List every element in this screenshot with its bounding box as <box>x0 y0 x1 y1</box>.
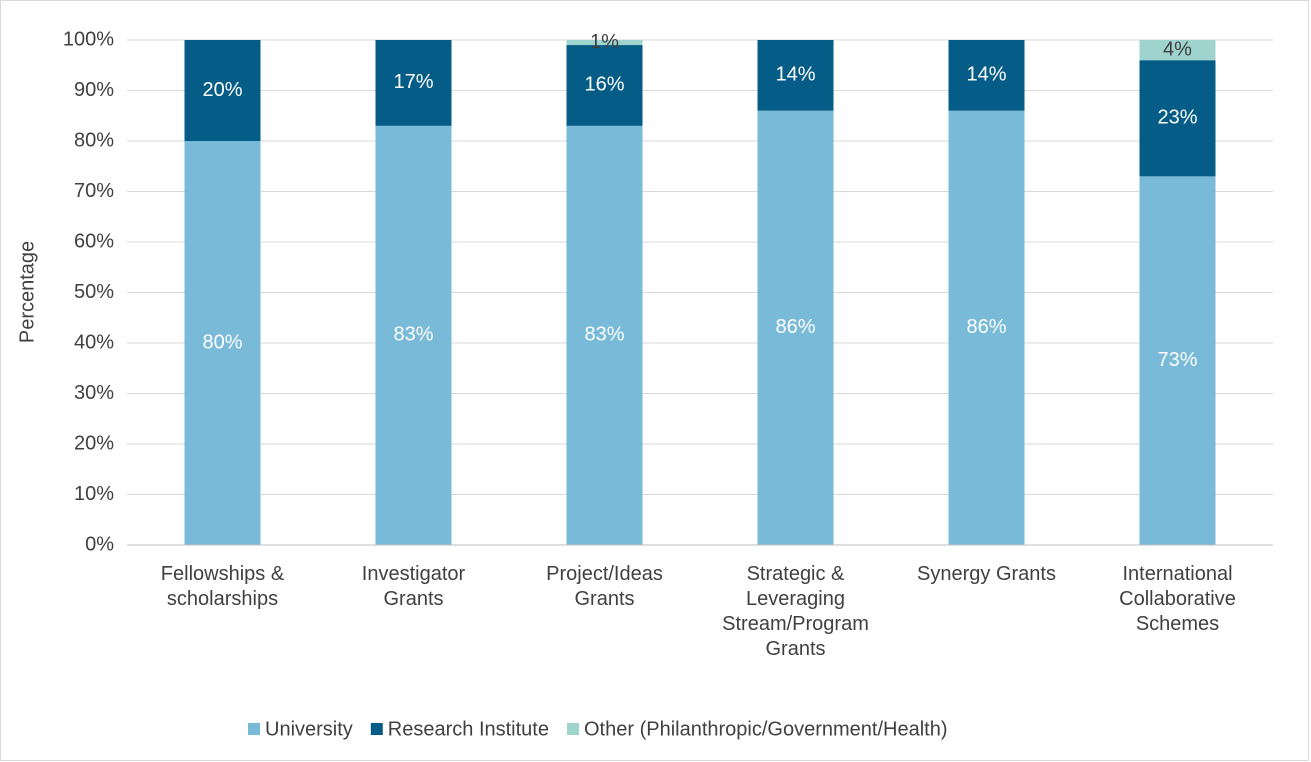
y-tick-label: 0% <box>85 533 114 555</box>
data-label: 17% <box>393 71 433 93</box>
bar-segment <box>566 45 643 126</box>
y-tick-label: 10% <box>74 483 114 505</box>
legend-label: Other (Philanthropic/Government/Health) <box>584 718 948 740</box>
data-label: 20% <box>202 79 242 101</box>
y-tick-label: 70% <box>74 180 114 202</box>
bar-segment <box>1139 176 1216 545</box>
y-tick-label: 30% <box>74 382 114 404</box>
y-tick-label: 100% <box>63 28 114 50</box>
data-label: 1% <box>590 31 619 53</box>
bar-segment <box>375 125 452 545</box>
y-axis-label: Percentage <box>16 241 38 343</box>
data-label: 16% <box>584 74 624 96</box>
x-tick-label: Strategic & Leveraging Stream/Program Grant… <box>722 563 869 660</box>
data-label: 73% <box>1157 349 1197 371</box>
bar-segment <box>1139 40 1216 61</box>
x-tick-label: International Collaborative Schemes <box>1119 563 1236 635</box>
bar-segment <box>948 40 1025 111</box>
data-label: 14% <box>775 64 815 86</box>
bar-segment <box>566 125 643 545</box>
y-tick-label: 40% <box>74 331 114 353</box>
bar-segment <box>948 110 1025 545</box>
bar-segment <box>757 40 834 111</box>
legend-label: Research Institute <box>388 718 549 740</box>
bar-segment <box>375 40 452 126</box>
y-tick-label: 60% <box>74 230 114 252</box>
legend-swatch <box>370 723 383 735</box>
x-tick-label: Synergy Grants <box>917 563 1056 585</box>
y-tick-label: 80% <box>74 129 114 151</box>
data-label: 23% <box>1157 107 1197 129</box>
data-label: 4% <box>1163 38 1192 60</box>
data-label: 86% <box>966 316 1006 338</box>
data-label: 83% <box>393 324 433 346</box>
bar-segment <box>1139 60 1216 177</box>
bar-segment <box>566 40 643 46</box>
legend-label: University <box>265 718 353 740</box>
y-tick-label: 90% <box>74 79 114 101</box>
x-tick-label: Fellowships & scholarships <box>161 563 285 610</box>
y-tick-label: 20% <box>74 432 114 454</box>
bar-segment <box>184 141 261 545</box>
legend-swatch <box>567 723 579 735</box>
x-tick-label: Investigator Grants <box>362 563 466 610</box>
x-tick-label: Project/Ideas Grants <box>546 563 663 610</box>
legend-swatch <box>248 723 260 735</box>
data-label: 83% <box>584 324 624 346</box>
data-label: 14% <box>966 64 1006 86</box>
bar-segment <box>757 110 834 545</box>
y-tick-label: 50% <box>74 281 114 303</box>
bar-segment <box>184 40 261 141</box>
data-label: 86% <box>775 316 815 338</box>
data-label: 80% <box>202 331 242 353</box>
